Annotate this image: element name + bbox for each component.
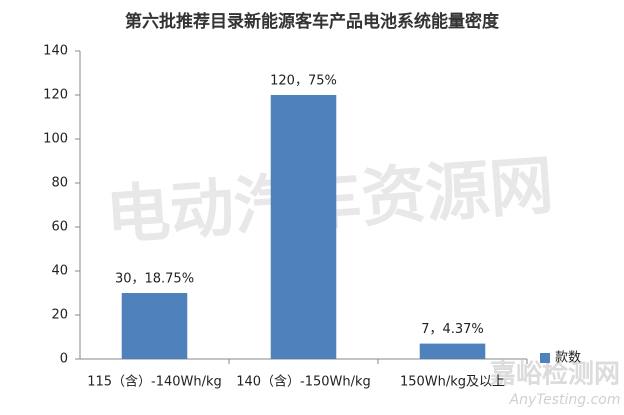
y-tick-label: 100 xyxy=(43,132,68,147)
y-tick-label: 140 xyxy=(43,44,68,59)
y-tick-label: 60 xyxy=(51,220,68,235)
data-label: 30，18.75% xyxy=(115,272,194,287)
watermark: 嘉峪检测网 xyxy=(490,359,620,390)
bar xyxy=(419,343,486,359)
legend-swatch xyxy=(540,353,550,363)
chart-title: 第六批推荐目录新能源客车产品电池系统能量密度 xyxy=(125,11,500,32)
legend-label: 款数 xyxy=(555,351,581,366)
y-tick-label: 40 xyxy=(51,264,68,279)
y-tick-label: 20 xyxy=(51,308,68,323)
x-tick-label: 150Wh/kg及以上 xyxy=(400,375,505,390)
data-label: 120，75% xyxy=(270,74,337,89)
y-tick-label: 120 xyxy=(43,88,68,103)
y-tick-label: 80 xyxy=(51,176,68,191)
y-tick-label: 0 xyxy=(60,352,68,367)
bar xyxy=(270,95,337,359)
watermark: AnyTesting.com xyxy=(509,392,621,408)
bar xyxy=(121,293,188,359)
data-label: 7，4.37% xyxy=(421,322,484,337)
x-tick-label: 115（含）-140Wh/kg xyxy=(87,374,222,390)
x-tick-label: 140（含）-150Wh/kg xyxy=(236,374,371,390)
